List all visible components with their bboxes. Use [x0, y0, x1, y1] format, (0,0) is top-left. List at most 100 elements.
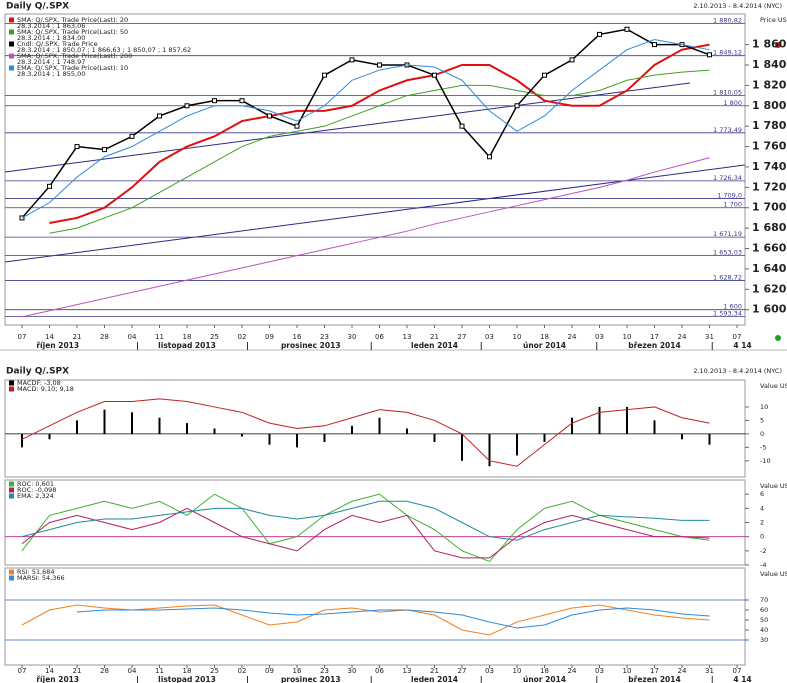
- month-label: 4 14: [733, 675, 751, 683]
- histogram-bar: [268, 433, 271, 445]
- price-marker: [487, 154, 492, 160]
- x-tick-label: 27: [458, 667, 467, 675]
- month-label: leden 2014: [411, 341, 458, 350]
- series-line: [21, 493, 710, 563]
- price-marker: [184, 103, 190, 109]
- price-marker: [652, 42, 657, 48]
- y-tick-label: 1 860: [752, 38, 787, 51]
- series-line: [49, 43, 710, 225]
- histogram-bar: [131, 412, 133, 434]
- level-label: 1 726,34: [713, 174, 742, 182]
- x-tick-label: 02: [238, 667, 247, 675]
- price-marker: [239, 98, 245, 104]
- x-tick-label: 03: [595, 667, 604, 675]
- price-marker: [542, 72, 547, 78]
- x-tick-label: 11: [155, 333, 164, 341]
- level-label: 1 653,03: [713, 249, 742, 257]
- legend-label: MARSI: 54,366: [17, 574, 65, 582]
- x-tick-label: 10: [623, 333, 632, 341]
- x-tick-label: 21: [73, 667, 82, 675]
- x-tick-label: 28: [100, 667, 109, 675]
- legend-label: MACDF: -3,08: [17, 379, 61, 387]
- x-tick-label: 02: [238, 333, 247, 341]
- x-tick-label: 06: [375, 667, 384, 675]
- x-tick-label: 14: [45, 333, 54, 341]
- histogram-bar: [461, 433, 463, 461]
- x-tick-label: 07: [18, 333, 27, 341]
- month-label: únor 2014: [523, 341, 566, 350]
- y-axis-label: Value USD: [760, 382, 787, 390]
- x-tick-label: 21: [430, 667, 439, 675]
- y-tick-label: 1 620: [752, 282, 787, 295]
- x-tick-label: 27: [458, 333, 467, 341]
- series-line: [21, 507, 710, 559]
- x-tick-label: 24: [678, 667, 687, 675]
- month-label: říjen 2013: [36, 675, 79, 683]
- y-tick-label: -2: [760, 547, 766, 555]
- legend-label: MACD: 9,10; 9,18: [17, 385, 74, 393]
- y-tick-label: 5: [760, 416, 764, 424]
- subtitle: 2.10.2013 - 8.4.2014 (NYC): [693, 367, 782, 375]
- x-tick-label: 31: [705, 333, 714, 341]
- x-tick-label: 10: [513, 333, 522, 341]
- legend-label: EMA: Q/.SPX, Trade Price(Last): 10: [17, 64, 128, 72]
- x-tick-label: 13: [403, 667, 412, 675]
- histogram-bar: [103, 409, 106, 434]
- trend-line: [4, 82, 691, 173]
- price-marker: [624, 26, 630, 32]
- legend-swatch: [9, 65, 14, 71]
- legend-swatch: [9, 41, 14, 47]
- price-marker: [459, 123, 465, 129]
- y-tick-label: 2: [760, 519, 764, 527]
- histogram-bar: [186, 423, 188, 434]
- x-tick-label: 16: [293, 667, 302, 675]
- y-tick-label: 70: [760, 596, 768, 604]
- month-label: únor 2014: [523, 675, 566, 683]
- x-tick-label: 10: [623, 667, 632, 675]
- histogram-bar: [488, 433, 491, 467]
- level-label: 1 700: [723, 201, 742, 209]
- macd-frame: [4, 379, 746, 478]
- x-tick-label: 30: [348, 667, 357, 675]
- legend-value: 28.3.2014 ; 1 850,07 ; 1 866,63 ; 1 850,…: [17, 46, 191, 54]
- histogram-bar: [351, 425, 353, 434]
- histogram-bar: [323, 433, 326, 442]
- histogram-bar: [158, 417, 161, 434]
- y-tick-label: 1 680: [752, 221, 787, 234]
- histogram-bar: [708, 433, 711, 445]
- x-tick-label: 21: [73, 333, 82, 341]
- series-line: [21, 28, 710, 219]
- legend-swatch: [9, 569, 14, 575]
- x-tick-label: 18: [183, 667, 192, 675]
- price-marker: [349, 57, 355, 63]
- legend-value: 28.3.2014 ; 1 863,06: [17, 22, 85, 30]
- y-tick-label: 10: [760, 403, 768, 411]
- legend-swatch: [9, 17, 14, 23]
- y-tick-label: 1 640: [752, 262, 787, 275]
- indicator-dot: [775, 335, 781, 341]
- histogram-bar: [571, 417, 573, 434]
- x-tick-label: 24: [678, 333, 687, 341]
- price-marker: [157, 113, 162, 119]
- price-marker: [294, 123, 300, 129]
- month-label: prosinec 2013: [281, 675, 341, 683]
- legend-swatch: [9, 487, 14, 493]
- y-tick-label: 0: [760, 430, 764, 438]
- histogram-bar: [76, 420, 78, 434]
- price-marker: [514, 103, 520, 109]
- price-marker: [569, 57, 575, 63]
- x-tick-label: 07: [733, 333, 742, 341]
- histogram-bar: [378, 417, 381, 434]
- y-tick-label: 50: [760, 616, 768, 624]
- price-marker: [102, 147, 107, 153]
- x-tick-label: 06: [375, 333, 384, 341]
- x-tick-label: 13: [403, 333, 412, 341]
- month-label: prosinec 2013: [281, 341, 341, 350]
- legend-label: SMA: Q/.SPX, Trade Price(Last): 50: [17, 28, 128, 36]
- x-tick-label: 18: [540, 333, 549, 341]
- x-tick-label: 30: [348, 333, 357, 341]
- y-axis-label: Value USD: [760, 570, 787, 578]
- legend-label: RSI: 51,684: [17, 568, 55, 576]
- histogram-bar: [543, 433, 546, 442]
- subtitle: 2.10.2013 - 8.4.2014 (NYC): [693, 2, 782, 10]
